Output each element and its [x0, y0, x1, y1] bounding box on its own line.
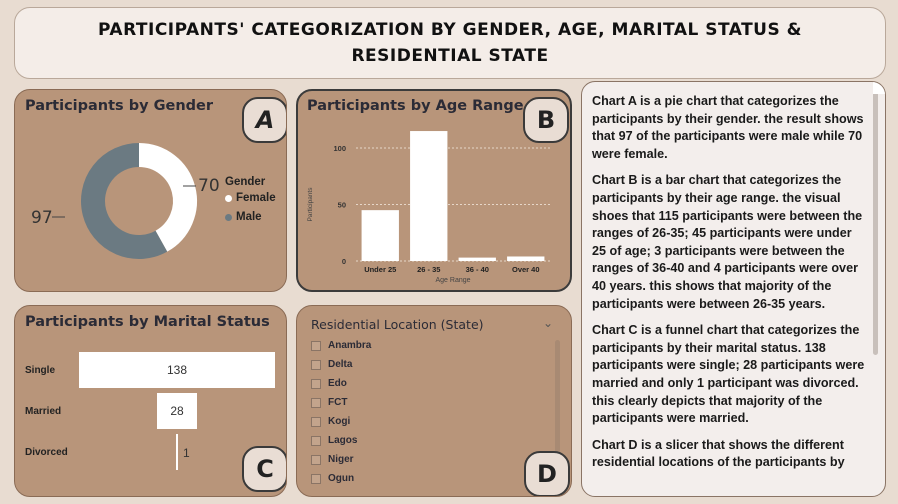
legend-item-male[interactable]: Male	[225, 211, 262, 223]
slicer-item-label: Lagos	[328, 435, 358, 446]
chevron-down-icon[interactable]: ⌄	[543, 316, 554, 330]
checkbox-icon[interactable]	[311, 454, 321, 465]
marital-chart-title: Participants by Marital Status	[25, 314, 270, 330]
notes-scrollbar[interactable]	[873, 92, 878, 355]
x-axis-label: Age Range	[435, 277, 470, 284]
slicer-item-label: FCT	[328, 397, 348, 408]
donut-slice-male[interactable]	[81, 143, 168, 259]
legend-item-female[interactable]: Female	[225, 192, 276, 204]
funnel-label-single: Single	[25, 365, 56, 376]
funnel-bar-single[interactable]: 138	[79, 352, 275, 388]
x-tick-label: Under 25	[364, 265, 396, 274]
slicer-list: Anambra Delta Edo FCT Kogi Lagos Niger O…	[311, 336, 371, 488]
slicer-item-lagos[interactable]: Lagos	[311, 431, 371, 450]
dashboard-header: PARTICIPANTS' CATEGORIZATION BY GENDER, …	[14, 7, 886, 79]
age-bar[interactable]	[410, 131, 448, 261]
age-bar[interactable]	[507, 256, 545, 261]
slicer-item-delta[interactable]: Delta	[311, 355, 371, 374]
residential-slicer-card[interactable]: Residential Location (State) ⌄ Anambra D…	[296, 305, 572, 497]
funnel-bar-married[interactable]: 28	[157, 393, 197, 429]
slicer-item-edo[interactable]: Edo	[311, 374, 371, 393]
funnel-bar-divorced[interactable]	[176, 434, 178, 470]
legend-label-male: Male	[236, 211, 262, 223]
slicer-item-label: Delta	[328, 359, 353, 370]
checkbox-icon[interactable]	[311, 435, 321, 446]
note-paragraph-b: Chart B is a bar chart that categorizes …	[592, 173, 863, 311]
slicer-item-label: Anambra	[328, 340, 372, 351]
slicer-item-kogi[interactable]: Kogi	[311, 412, 371, 431]
checkbox-icon[interactable]	[311, 359, 321, 370]
slicer-item-label: Kogi	[328, 416, 351, 427]
notes-corner	[873, 82, 885, 94]
age-chart-title: Participants by Age Range	[307, 98, 524, 114]
checkbox-icon[interactable]	[311, 473, 321, 484]
slicer-item-label: Niger	[328, 454, 354, 465]
slicer-scrollbar[interactable]	[555, 340, 560, 490]
checkbox-icon[interactable]	[311, 378, 321, 389]
gender-chart-title: Participants by Gender	[25, 98, 214, 114]
checkbox-icon[interactable]	[311, 340, 321, 351]
gender-legend-title: Gender	[225, 176, 266, 188]
y-tick-label: 50	[338, 201, 346, 210]
chart-badge-b: B	[523, 97, 569, 143]
age-bar-chart[interactable]: 0 50 100 Under 25 26 - 35 36 - 40 Over 40 Age R…	[298, 91, 570, 290]
slicer-item-label: Edo	[328, 378, 347, 389]
age-bar[interactable]	[361, 210, 399, 261]
checkbox-icon[interactable]	[311, 416, 321, 427]
funnel-value-divorced: 1	[183, 446, 190, 460]
female-value-label: 70	[198, 176, 220, 196]
x-tick-label: Over 40	[512, 265, 540, 274]
age-bar[interactable]	[458, 257, 496, 261]
slicer-item-ogun[interactable]: Ogun	[311, 469, 371, 488]
gender-donut-chart[interactable]	[15, 90, 287, 292]
note-paragraph-c: Chart C is a funnel chart that categoriz…	[592, 323, 865, 426]
funnel-label-divorced: Divorced	[25, 447, 68, 458]
age-chart-card[interactable]: Participants by Age Range B 0 50 100 Under …	[296, 89, 572, 292]
y-axis-label: Participants	[307, 187, 314, 222]
notes-panel[interactable]: Chart A is a pie chart that categorizes …	[581, 81, 886, 497]
marital-chart-card[interactable]: Participants by Marital Status C Single …	[14, 305, 287, 497]
funnel-label-married: Married	[25, 406, 62, 417]
x-tick-label: 36 - 40	[466, 265, 489, 274]
chart-badge-a: A	[242, 97, 286, 143]
chart-badge-c: C	[242, 446, 286, 492]
female-dot-icon	[225, 194, 232, 202]
male-value-label: 97	[31, 208, 53, 228]
note-paragraph-d: Chart D is a slicer that shows the diffe…	[592, 437, 845, 470]
slicer-item-anambra[interactable]: Anambra	[311, 336, 371, 355]
slicer-item-fct[interactable]: FCT	[311, 393, 371, 412]
slicer-title: Residential Location (State)	[311, 317, 484, 332]
gender-chart-card[interactable]: Participants by Gender A 70 97 Gender Fe…	[14, 89, 287, 292]
y-tick-label: 0	[342, 257, 346, 266]
page-title: PARTICIPANTS' CATEGORIZATION BY GENDER, …	[98, 20, 802, 66]
chart-badge-d: D	[524, 451, 570, 496]
donut-slice-female[interactable]	[138, 143, 197, 252]
male-dot-icon	[225, 213, 232, 221]
y-tick-label: 100	[333, 144, 346, 153]
slicer-item-label: Ogun	[328, 473, 355, 484]
note-paragraph-a: Chart A is a pie chart that categorizes …	[592, 94, 864, 161]
legend-label-female: Female	[236, 192, 276, 204]
slicer-item-niger[interactable]: Niger	[311, 450, 371, 469]
x-tick-label: 26 - 35	[417, 265, 440, 274]
checkbox-icon[interactable]	[311, 397, 321, 408]
